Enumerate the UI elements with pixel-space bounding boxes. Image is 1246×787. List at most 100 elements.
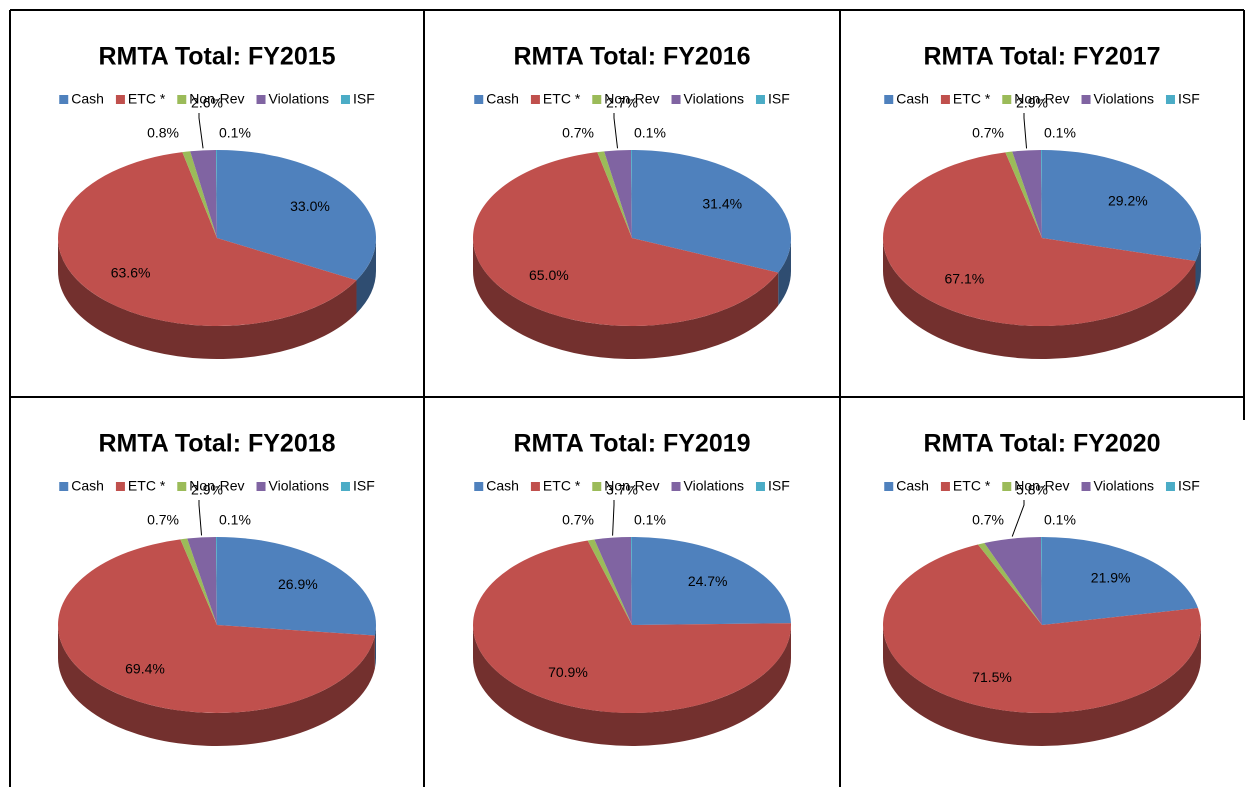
legend-label: ISF (1178, 91, 1200, 107)
legend-swatch (1081, 482, 1091, 491)
data-label: 0.7% (147, 512, 179, 528)
legend: Cash ETC * Non-Rev Violations ISF (884, 91, 1200, 107)
pie-slice (631, 150, 632, 238)
legend-label: Violations (269, 478, 329, 494)
pie-side (374, 625, 376, 669)
pie-slice (1042, 537, 1198, 625)
legend-swatch (340, 482, 350, 491)
pie-side (883, 625, 1201, 746)
pie-slice (632, 537, 791, 625)
legend-swatch (340, 95, 350, 104)
data-label: 0.1% (1044, 512, 1076, 528)
data-label: 33.0% (290, 198, 330, 214)
legend-swatch (1002, 95, 1012, 104)
data-label: 0.7% (562, 125, 594, 141)
legend-label: Non-Rev (604, 91, 659, 107)
legend-swatch (1081, 95, 1091, 104)
data-label: 5.8% (1016, 482, 1048, 498)
legend-swatch (474, 95, 484, 104)
legend-swatch (940, 482, 950, 491)
data-label: 0.7% (972, 512, 1004, 528)
data-label: 0.8% (147, 125, 179, 141)
data-label: 2.6% (191, 95, 223, 111)
pie-slice (597, 151, 632, 238)
data-label: 0.7% (562, 512, 594, 528)
data-label: 63.6% (111, 265, 151, 281)
legend-label: Non-Rev (1014, 478, 1069, 494)
legend-label: ETC * (953, 91, 991, 107)
legend-label: Cash (71, 91, 104, 107)
legend-swatch (671, 482, 681, 491)
pie-slice (882, 152, 1196, 326)
legend-label: Cash (486, 91, 519, 107)
legend-label: Violations (684, 91, 744, 107)
legend-label: Non-Rev (1014, 91, 1069, 107)
pie-slice (472, 152, 779, 326)
legend-swatch (940, 95, 950, 104)
legend-label: Cash (71, 478, 104, 494)
leader-line (198, 500, 203, 536)
pie-slice (587, 539, 632, 625)
data-label: 0.7% (972, 125, 1004, 141)
legend-label: ETC * (543, 478, 581, 494)
legend-label: ISF (353, 91, 375, 107)
legend-swatch (115, 482, 125, 491)
legend-swatch (59, 482, 69, 491)
data-label: 2.9% (1016, 95, 1048, 111)
data-label: 2.9% (191, 482, 223, 498)
pie-side (58, 625, 375, 746)
legend-label: Violations (684, 478, 744, 494)
legend-label: ETC * (953, 478, 991, 494)
legend: Cash ETC * Non-Rev Violations ISF (884, 478, 1200, 494)
legend-swatch (755, 95, 765, 104)
data-label: 3.7% (606, 482, 638, 498)
legend-swatch (592, 482, 602, 491)
pie-side (778, 238, 791, 306)
legend-swatch (256, 482, 266, 491)
legend-swatch (115, 95, 125, 104)
leader-line (1023, 113, 1028, 149)
data-label: 67.1% (945, 270, 985, 286)
pie-slice (977, 542, 1042, 625)
legend-label: ISF (768, 91, 790, 107)
pie-slice (1042, 150, 1201, 261)
pie-side (473, 625, 791, 746)
pie-slice (604, 150, 632, 238)
legend: Cash ETC * Non-Rev Violations ISF (59, 91, 375, 107)
pie-side (1195, 238, 1201, 294)
data-label: 0.1% (634, 512, 666, 528)
pie-slice (216, 150, 217, 238)
legend-swatch (59, 95, 69, 104)
pie-slice (1005, 151, 1042, 238)
legend-swatch (177, 95, 187, 104)
legend-swatch (755, 482, 765, 491)
pie-slice (473, 540, 791, 714)
legend-swatch (530, 482, 540, 491)
leader-line (1011, 500, 1025, 537)
pie-slice (187, 537, 217, 625)
legend-label: ETC * (128, 478, 166, 494)
chart-title: RMTA Total: FY2017 (923, 43, 1160, 71)
pie-slice (1041, 537, 1042, 625)
data-label: 70.9% (548, 664, 588, 680)
legend-label: ISF (353, 478, 375, 494)
legend-swatch (474, 482, 484, 491)
pie-slice (182, 151, 217, 238)
chart-title: RMTA Total: FY2016 (513, 43, 750, 71)
legend-label: Violations (1094, 91, 1154, 107)
chart-title: RMTA Total: FY2020 (923, 430, 1160, 458)
legend-swatch (1165, 95, 1175, 104)
data-label: 29.2% (1108, 192, 1148, 208)
legend-swatch (592, 95, 602, 104)
legend: Cash ETC * Non-Rev Violations ISF (474, 478, 790, 494)
pie-slice (1041, 150, 1042, 238)
pie-slice (632, 150, 791, 273)
pie-slice (594, 537, 632, 625)
data-label: 65.0% (529, 267, 569, 283)
pie-slice (216, 537, 217, 625)
legend-label: Non-Rev (604, 478, 659, 494)
legend-swatch (884, 482, 894, 491)
grid-borders (9, 9, 1245, 787)
